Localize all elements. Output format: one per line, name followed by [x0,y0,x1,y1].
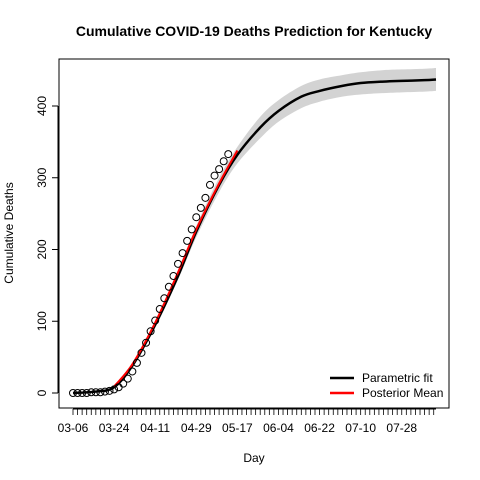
observed-point [82,389,91,397]
legend-label-posterior-mean: Posterior Mean [362,386,443,400]
x-tick-label: 06-04 [263,421,294,435]
x-tick-label: 05-17 [222,421,253,435]
x-axis: 03-06 03-24 04-11 04-29 05-17 06-04 06-22 07-10… [58,408,436,435]
x-tick-label: 04-11 [140,421,170,435]
observed-point [174,259,183,268]
x-tick-label: 07-10 [345,421,376,435]
observed-point [192,213,201,222]
confidence-band-layer [73,67,436,393]
observed-point [91,388,100,397]
y-tick-label: 400 [35,96,49,116]
observed-point [187,225,196,234]
posterior-mean-line [113,150,239,388]
observed-point [219,157,228,166]
legend: Parametric fit Posterior Mean [330,371,443,400]
observed-point [78,389,87,397]
observed-point [96,388,105,397]
observed-point [224,150,233,159]
x-tick-label: 03-24 [99,421,130,435]
observed-point [128,367,137,376]
chart-title: Cumulative COVID-19 Deaths Prediction fo… [76,23,433,39]
observed-point [105,386,114,395]
x-tick-label: 06-22 [304,421,335,435]
observed-point [196,203,205,212]
observed-point [132,358,141,367]
observed-point [205,180,214,189]
y-tick-label: 300 [35,167,49,187]
x-tick-label: 07-28 [386,421,417,435]
observed-point [110,385,119,394]
observed-point [123,374,132,383]
observed-point [142,338,151,347]
observed-point [69,389,77,397]
observed-point [151,316,160,325]
y-axis-label: Cumulative Deaths [2,182,16,283]
confidence-band [73,67,436,393]
observed-point [73,389,82,397]
observed-point [160,294,169,303]
x-tick-label: 03-06 [58,421,89,435]
legend-label-parametric-fit: Parametric fit [362,371,433,385]
observed-points-layer [69,150,233,397]
observed-point [146,327,155,336]
observed-point [100,387,109,396]
x-tick-label: 04-29 [181,421,212,435]
observed-point [178,249,187,258]
y-tick-label: 100 [35,311,49,331]
plot-frame [58,58,450,409]
observed-point [164,282,173,291]
posterior-mean-layer [113,150,239,388]
observed-point [87,388,96,397]
observed-point [215,165,224,174]
y-tick-label: 200 [35,239,49,259]
x-axis-label: Day [243,451,264,465]
observed-point [183,236,192,245]
observed-point [119,379,128,388]
y-tick-label: 0 [35,389,49,396]
observed-point [201,193,210,202]
observed-point [210,171,219,180]
y-axis: 0 100 200 300 400 [35,96,59,396]
observed-point [155,305,164,314]
observed-point [137,348,146,357]
observed-point [169,272,178,281]
